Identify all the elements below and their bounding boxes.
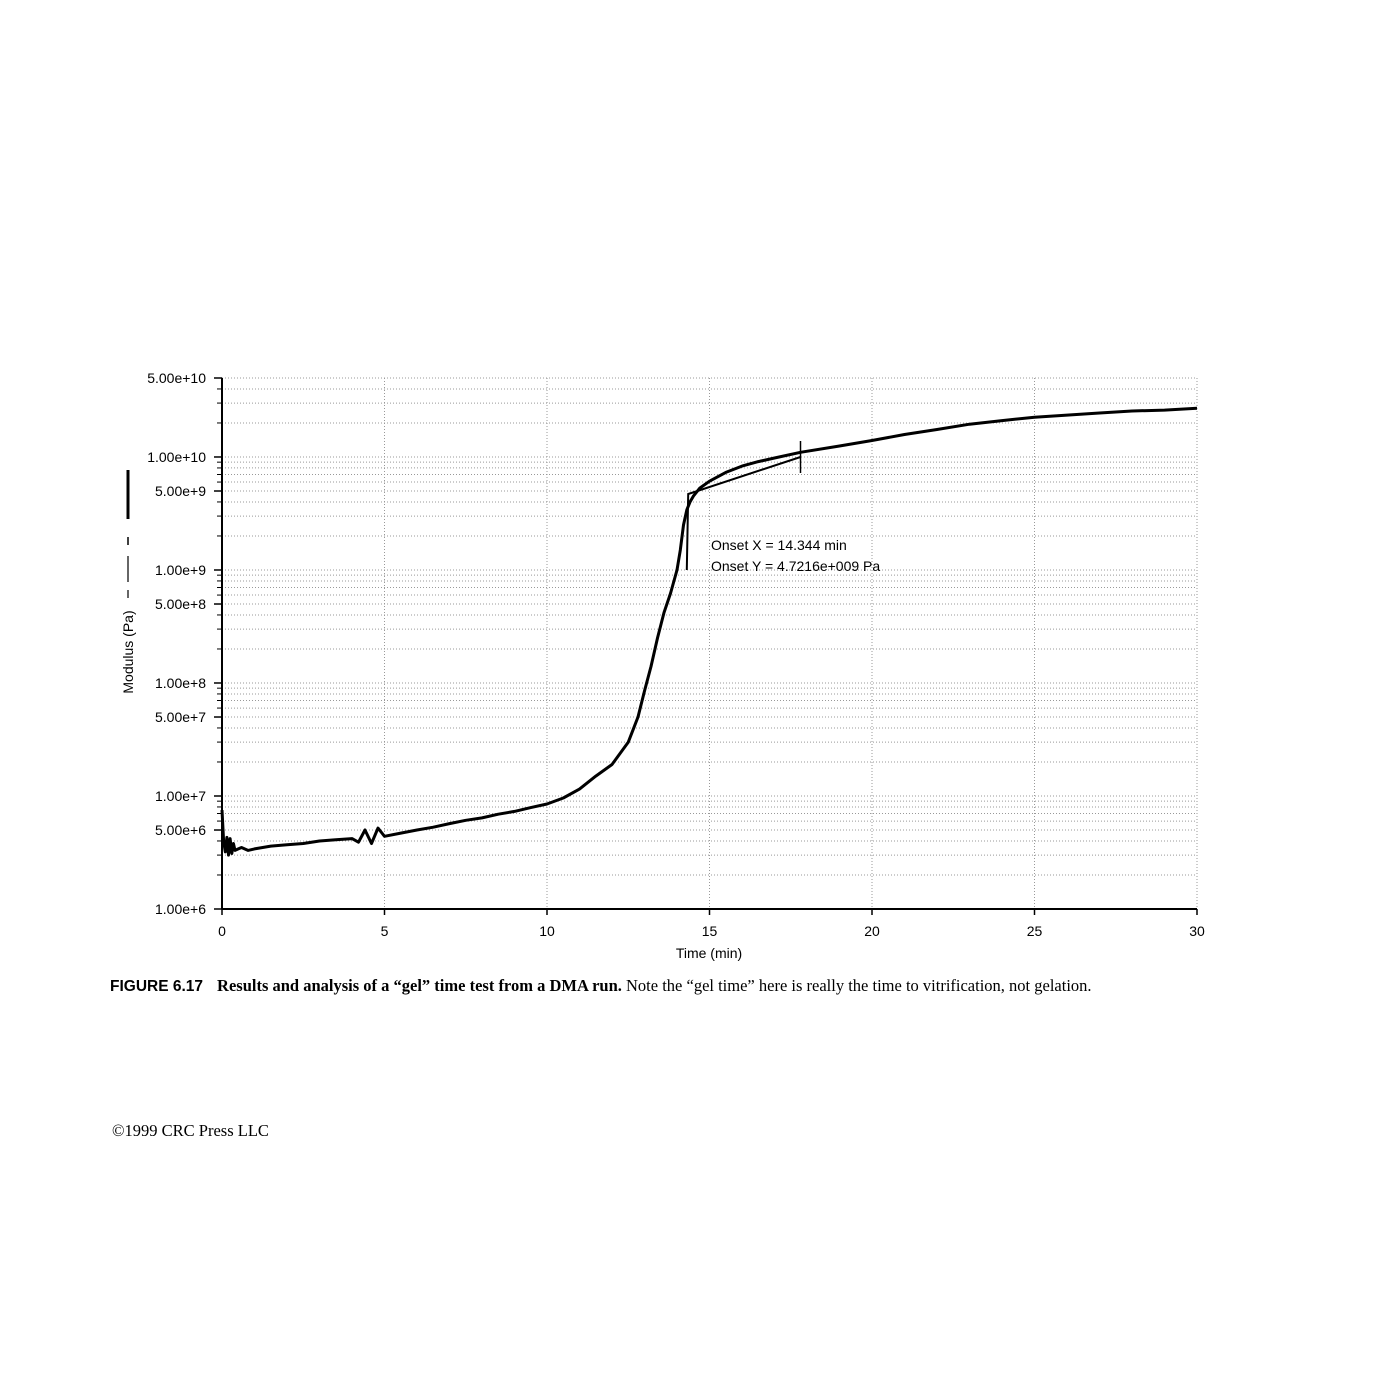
x-tick-label: 15 bbox=[702, 923, 718, 939]
y-tick-label: 1.00e+6 bbox=[155, 901, 206, 917]
y-tick-label: 1.00e+8 bbox=[155, 675, 206, 691]
y-tick-label: 5.00e+7 bbox=[155, 709, 206, 725]
copyright-notice: ©1999 CRC Press LLC bbox=[112, 1121, 269, 1140]
x-tick-label: 25 bbox=[1027, 923, 1043, 939]
series bbox=[220, 406, 1198, 857]
onset-x-annotation: Onset X = 14.344 min bbox=[711, 537, 847, 553]
y-tick-label: 5.00e+9 bbox=[155, 483, 206, 499]
x-tick-label: 10 bbox=[539, 923, 555, 939]
x-tick-label: 5 bbox=[381, 923, 389, 939]
onset-y-annotation: Onset Y = 4.7216e+009 Pa bbox=[711, 558, 880, 574]
tick-labels: 0 5 10 15 20 25 30 1.00e+6 5.00e+6 1.00e+7 5.00e+7… bbox=[147, 370, 1205, 939]
caption-bold: Results and analysis of a “gel” time tes… bbox=[217, 976, 622, 995]
y-tick-label: 1.00e+9 bbox=[155, 562, 206, 578]
y-tick-label: 5.00e+6 bbox=[155, 822, 206, 838]
figure-label: FIGURE 6.17 bbox=[110, 978, 204, 995]
x-tick-label: 0 bbox=[218, 923, 226, 939]
x-axis-title: Time (min) bbox=[676, 945, 742, 961]
onset-tangent-line bbox=[685, 456, 801, 571]
x-tick-label: 30 bbox=[1189, 923, 1205, 939]
caption-text: Note the “gel time” here is really the t… bbox=[621, 976, 1092, 995]
y-tick-label: 5.00e+8 bbox=[155, 596, 206, 612]
axes bbox=[221, 378, 1197, 910]
y-tick-label: 1.00e+7 bbox=[155, 788, 206, 804]
modulus-series-line bbox=[220, 406, 1198, 857]
grid bbox=[217, 377, 1198, 915]
figure-caption: FIGURE 6.17 Results and analysis of a “ge… bbox=[110, 976, 1330, 997]
y-tick-label: 5.00e+10 bbox=[147, 370, 206, 386]
x-tick-label: 20 bbox=[864, 923, 880, 939]
y-tick-label: 1.00e+10 bbox=[147, 449, 206, 465]
y-axis-title: Modulus (Pa) bbox=[120, 610, 136, 693]
